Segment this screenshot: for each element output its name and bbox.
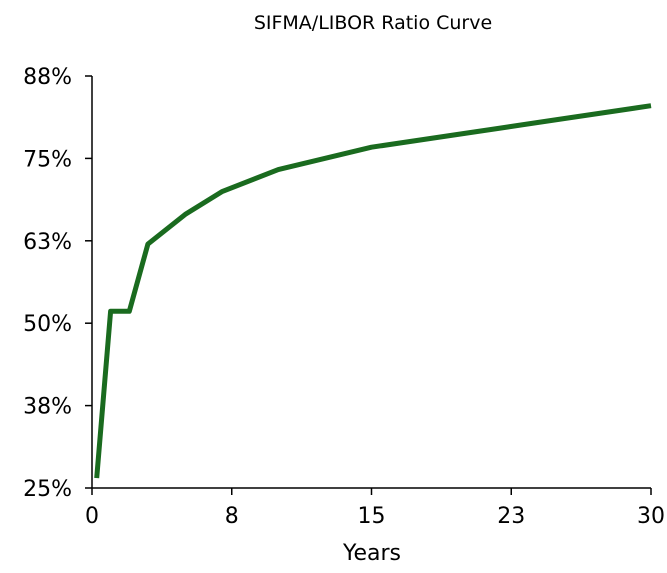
x-tick-label: 15	[358, 504, 386, 529]
chart-title: SIFMA/LIBOR Ratio Curve	[254, 12, 492, 34]
x-axis-label: Years	[342, 541, 401, 566]
x-tick-label: 30	[637, 504, 665, 529]
y-tick-label: 63%	[23, 230, 72, 255]
x-tick-label: 23	[497, 504, 525, 529]
y-axis: 25% 38% 50% 63% 75% 88%	[23, 65, 93, 502]
y-tick-label: 75%	[23, 147, 72, 172]
y-tick-label: 50%	[23, 312, 72, 337]
series-line	[94, 103, 652, 479]
x-tick-label: 8	[225, 504, 239, 529]
x-axis: 0 8 15 23 30	[85, 487, 665, 529]
y-tick-label: 25%	[23, 477, 72, 502]
x-tick-label: 0	[85, 504, 99, 529]
y-tick-label: 88%	[23, 65, 72, 90]
series-group	[94, 103, 652, 479]
y-tick-label: 38%	[23, 395, 72, 420]
